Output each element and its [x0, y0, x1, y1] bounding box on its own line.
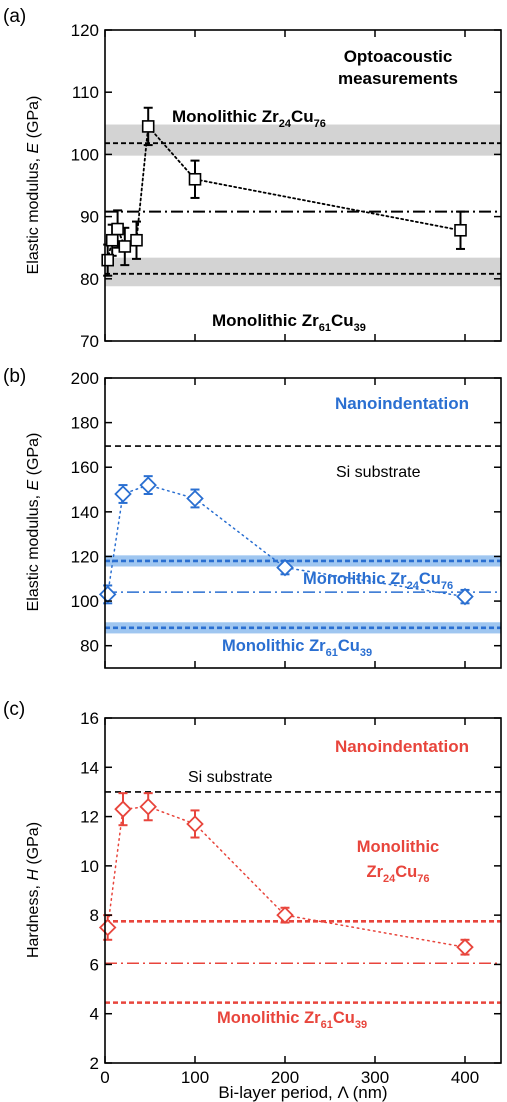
panel-c-ytick-label: 8: [90, 906, 99, 925]
panel-b-ref-label-si: Si substrate: [336, 464, 421, 481]
panel-c-ytick-label: 16: [80, 709, 99, 728]
panel-b-reference-lines: [105, 445, 501, 630]
panel-b-ref-label-zr61cu39: Monolithic Zr61Cu39: [222, 637, 372, 659]
panel-b-point: [139, 476, 157, 494]
panel-a-point: [118, 240, 132, 253]
panel-a-ytick-label: 120: [71, 21, 99, 40]
panel-c-point: [186, 815, 204, 833]
panel-c-ref-label-si: Si substrate: [188, 769, 273, 786]
panel-c-xtick-label: 200: [271, 1068, 299, 1087]
panel-a-ytick-label: 70: [80, 332, 99, 351]
panel-c-ref-label-zr61cu39: Monolithic Zr61Cu39: [217, 1009, 367, 1031]
panel-c-connector: [106, 805, 466, 948]
panel-b-band-2: [105, 622, 501, 634]
panel-c-series-line: [106, 805, 466, 948]
panel-a-label: (a): [3, 6, 26, 27]
panel-c-xtick-label: 0: [100, 1068, 109, 1087]
panel-a-point: [111, 222, 124, 236]
panel-c-ref-label-zr24cu76-line2: Zr24Cu76: [367, 863, 430, 885]
panel-b-ytick-label: 180: [71, 414, 99, 433]
panel-b-point: [186, 489, 204, 508]
panel-c-point: [98, 918, 117, 937]
panel-b-ytick-label: 80: [80, 637, 99, 656]
panel-c-ytick-label: 4: [90, 1005, 99, 1024]
panel-a-point: [141, 120, 155, 133]
panel-c-point: [114, 800, 132, 818]
panel-b: (b) 80 100 120 140 160 180 200 Nanoindentation…: [3, 366, 502, 669]
panel-a-ref-label-zr61cu39: Monolithic Zr61Cu39: [212, 311, 366, 334]
panel-c-xtick-label: 400: [451, 1068, 479, 1087]
panel-a-markers: [101, 120, 467, 267]
panel-a-ytick-labels: 70 80 90 100 110 120: [71, 21, 99, 351]
panel-c-xtick-label: 300: [361, 1068, 389, 1087]
panel-c-xlabel: Bi-layer period, Λ (nm): [218, 1083, 387, 1102]
panel-c-point: [276, 906, 294, 924]
panel-c-reference-lines: [105, 791, 501, 1004]
panel-c-ytick-label: 10: [80, 857, 99, 876]
panel-b-ylabel: Elastic modulus, E (GPa): [25, 433, 42, 612]
panel-a-ytick-label: 90: [80, 208, 99, 227]
panel-a-ytick-label: 110: [72, 83, 99, 102]
panel-c-markers: [98, 797, 474, 956]
panel-a-point: [101, 253, 114, 267]
panel-c-xtick-label: 100: [181, 1068, 209, 1087]
panel-c-ytick-label: 12: [80, 808, 99, 827]
panel-a-band-0: [105, 124, 501, 156]
panel-b-ytick-label: 120: [71, 547, 99, 566]
panel-b-title: Nanoindentation: [335, 394, 469, 413]
panel-b-series-line: [106, 484, 466, 598]
panel-b-ytick-label: 200: [71, 369, 99, 388]
panel-b-label: (b): [3, 366, 26, 387]
panel-c: (c) 2 4 6 8 10 12 14 16 0 100 200 300 400 Nanoinden…: [3, 699, 502, 1102]
panel-a-ytick-label: 80: [80, 270, 99, 289]
panel-c-xtick-labels: 0 100 200 300 400: [100, 1068, 479, 1087]
panel-a-ytick-label: 100: [71, 145, 99, 164]
panel-c-title: Nanoindentation: [335, 737, 469, 756]
panel-c-label: (c): [3, 699, 25, 720]
panel-b-ytick-label: 100: [71, 592, 99, 611]
panel-a-point: [454, 223, 467, 237]
panel-a: (a) 70 80 90 100 110 120 Optoacoustic measure…: [3, 6, 502, 351]
panel-b-bands: [105, 555, 501, 634]
panel-c-point: [456, 938, 474, 956]
panel-c-ylabel: Hardness, H (GPa): [25, 822, 42, 958]
panel-b-band-1: [105, 555, 501, 567]
panel-a-ylabel: Elastic modulus, E (GPa): [25, 96, 42, 275]
panel-a-point: [188, 172, 202, 186]
panel-a-frame: [104, 29, 502, 342]
panel-b-markers: [98, 476, 474, 606]
panel-a-ref-label-zr24cu76: Monolithic Zr24Cu76: [172, 107, 326, 130]
panel-b-frame: [104, 377, 502, 669]
panel-a-point: [105, 233, 119, 247]
panel-b-point: [276, 558, 294, 577]
panel-a-band-1: [105, 257, 501, 287]
panel-c-ytick-label: 6: [90, 955, 99, 974]
panel-b-connector: [106, 484, 466, 598]
panel-a-title-line2: measurements: [338, 69, 458, 88]
panel-a-title-line1: Optoacoustic: [344, 47, 453, 66]
panel-c-frame: [104, 717, 502, 1064]
panel-b-point: [114, 485, 132, 503]
panel-a-reference-lines: [105, 142, 501, 275]
panel-b-ytick-labels: 80 100 120 140 160 180 200: [71, 369, 99, 656]
panel-b-ytick-label: 160: [71, 458, 99, 477]
panel-c-ref-label-zr24cu76-line1: Monolithic: [357, 838, 439, 856]
panel-a-bands: [105, 124, 501, 287]
panel-b-point: [98, 585, 117, 604]
panel-b-ytick-label: 140: [71, 503, 99, 522]
panel-b-ref-label-zr24cu76: Monolithic Zr24Cu76: [303, 570, 453, 592]
panel-b-point: [456, 587, 474, 606]
panel-c-ytick-labels: 2 4 6 8 10 12 14 16: [80, 709, 99, 1073]
panel-c-ytick-label: 2: [90, 1054, 99, 1073]
panel-c-point: [139, 797, 157, 816]
panel-a-point: [130, 233, 143, 247]
panel-c-ytick-label: 14: [80, 758, 99, 777]
